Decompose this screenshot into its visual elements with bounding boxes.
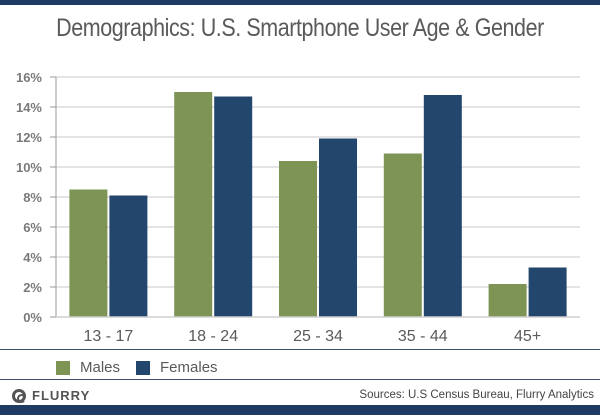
- legend-label-males: Males: [80, 359, 121, 376]
- legend-swatch-males: [56, 360, 70, 375]
- legend-item-males: Males: [56, 359, 120, 376]
- legend-separator-top: [0, 349, 600, 350]
- y-tick-label: 4%: [23, 250, 42, 265]
- y-tick-label: 10%: [16, 160, 42, 175]
- bars: [69, 92, 567, 317]
- x-axis: 13 - 17 18 - 24 25 - 34 35 - 44 45+: [56, 316, 580, 345]
- bar-males-3: [383, 153, 422, 317]
- legend-separator-bottom: [0, 379, 600, 380]
- bar-chart: 0% 2% 4% 6% 8% 10% 12% 14% 16% 13 - 17 18 - 24 25 …: [16, 70, 580, 345]
- bar-males-4: [488, 284, 527, 317]
- bar-males-1: [174, 92, 213, 317]
- x-tick-label: 18 - 24: [188, 328, 238, 345]
- source-text: Sources: U.S Census Bureau, Flurry Analy…: [359, 389, 594, 401]
- y-tick-label: 14%: [16, 100, 42, 115]
- bar-females-2: [319, 138, 357, 317]
- bar-females-3: [423, 95, 462, 317]
- x-tick-label: 25 - 34: [293, 328, 343, 345]
- y-tick-label: 6%: [23, 220, 42, 235]
- flurry-logo: FLURRY: [12, 388, 90, 403]
- legend: Males Females: [56, 359, 234, 376]
- x-tick-label: 13 - 17: [83, 328, 133, 345]
- bar-males-2: [279, 161, 317, 317]
- top-bar: [0, 0, 600, 5]
- flurry-logo-icon: [12, 388, 26, 403]
- flurry-logo-text: FLURRY: [32, 388, 91, 403]
- legend-item-females: Females: [136, 359, 218, 376]
- bottom-bar: [0, 405, 600, 415]
- y-tick-label: 16%: [16, 70, 42, 85]
- bar-females-1: [214, 96, 253, 317]
- bar-males-0: [69, 189, 108, 317]
- bar-females-4: [528, 267, 567, 317]
- chart-title: Demographics: U.S. Smartphone User Age &…: [56, 14, 544, 42]
- y-tick-label: 12%: [16, 130, 42, 145]
- y-tick-label: 8%: [23, 190, 42, 205]
- y-tick-label: 2%: [23, 280, 42, 295]
- legend-swatch-females: [136, 360, 151, 375]
- x-tick-label: 35 - 44: [398, 328, 448, 345]
- y-axis: 0% 2% 4% 6% 8% 10% 12% 14% 16%: [16, 70, 57, 325]
- bar-females-0: [109, 195, 148, 317]
- legend-label-females: Females: [160, 359, 218, 376]
- y-tick-label: 0%: [23, 310, 42, 325]
- x-tick-label: 45+: [514, 328, 541, 345]
